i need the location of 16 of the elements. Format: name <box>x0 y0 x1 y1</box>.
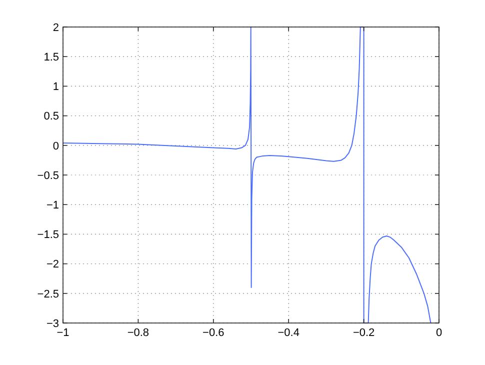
x-tick-label: −0.6 <box>202 327 224 339</box>
y-tick-label: −0.5 <box>37 170 59 182</box>
y-tick-label: 1.5 <box>44 51 59 64</box>
y-tick-label: 0 <box>52 140 59 152</box>
y-tick-label: −3 <box>46 318 59 330</box>
x-tick-label: −0.2 <box>352 327 375 339</box>
x-tick-label: 0 <box>436 327 442 339</box>
x-tick-label: −0.4 <box>278 327 300 339</box>
y-tick-label: 2 <box>52 22 59 34</box>
y-tick-label: −1 <box>46 199 59 212</box>
y-tick-label: −2.5 <box>37 288 59 300</box>
y-tick-label: −1.5 <box>37 229 59 242</box>
y-tick-label: 0.5 <box>44 110 59 123</box>
x-tick-label: −0.8 <box>127 327 150 339</box>
y-tick-label: −2 <box>46 258 59 271</box>
y-tick-label: 1 <box>52 81 59 94</box>
